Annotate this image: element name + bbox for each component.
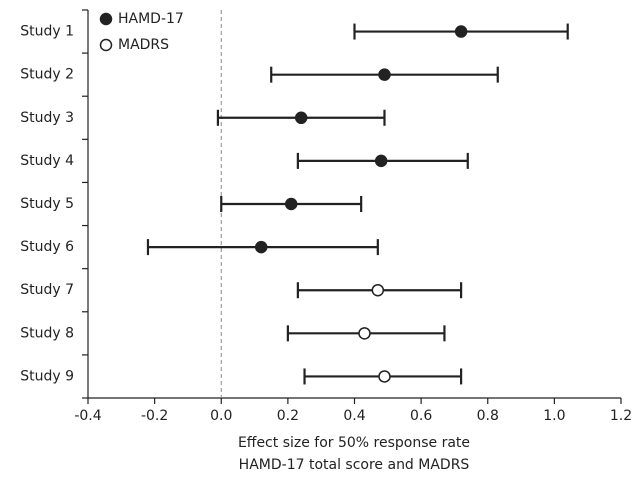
y-tick-label: Study 6	[20, 239, 74, 255]
legend-marker	[99, 38, 113, 52]
point	[378, 68, 391, 81]
x-tick-label: -0.2	[141, 408, 168, 424]
x-tick-label: 0.6	[410, 408, 432, 424]
x-tick-label: 0.4	[343, 408, 365, 424]
y-tick-label: Study 4	[20, 153, 74, 169]
x-tick-label: 1.0	[543, 408, 565, 424]
point	[358, 327, 371, 340]
point	[454, 25, 468, 38]
x-tick-label: 0.8	[477, 408, 499, 424]
x-axis-label: HAMD-17 total score and MADRS	[239, 457, 470, 473]
y-tick-label: Study 5	[20, 196, 74, 212]
y-tick-label: Study 9	[20, 368, 74, 384]
point	[294, 111, 308, 125]
point	[254, 240, 268, 254]
y-tick-label: Study 2	[20, 67, 74, 83]
x-tick-label: -0.4	[74, 408, 101, 424]
y-tick-label: Study 3	[20, 110, 74, 126]
x-tick-label: 0.0	[210, 408, 232, 424]
x-axis-label: Effect size for 50% response rate	[238, 435, 470, 451]
point	[374, 154, 388, 168]
legend-label: MADRS	[118, 37, 169, 53]
point	[378, 370, 391, 383]
legend-marker	[99, 12, 113, 26]
point	[371, 283, 385, 297]
x-tick-label: 1.2	[610, 408, 632, 424]
point	[284, 197, 298, 211]
y-tick-label: Study 7	[20, 282, 74, 298]
y-tick-label: Study 8	[20, 325, 74, 341]
legend-label: HAMD-17	[118, 11, 184, 27]
x-tick-label: 0.2	[277, 408, 299, 424]
y-tick-label: Study 1	[20, 24, 74, 40]
